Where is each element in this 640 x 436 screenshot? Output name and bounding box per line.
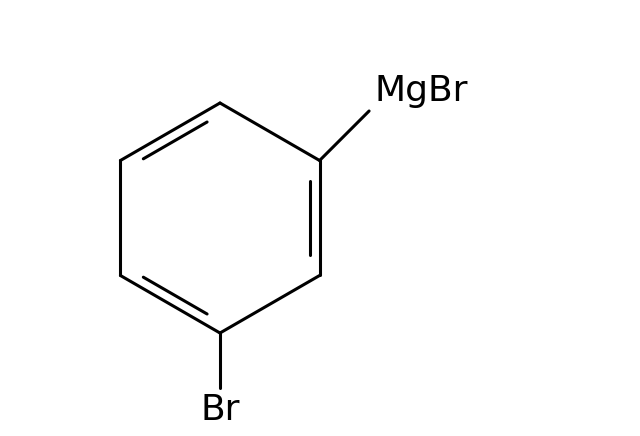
Text: MgBr: MgBr xyxy=(374,74,468,108)
Text: Br: Br xyxy=(200,393,240,427)
